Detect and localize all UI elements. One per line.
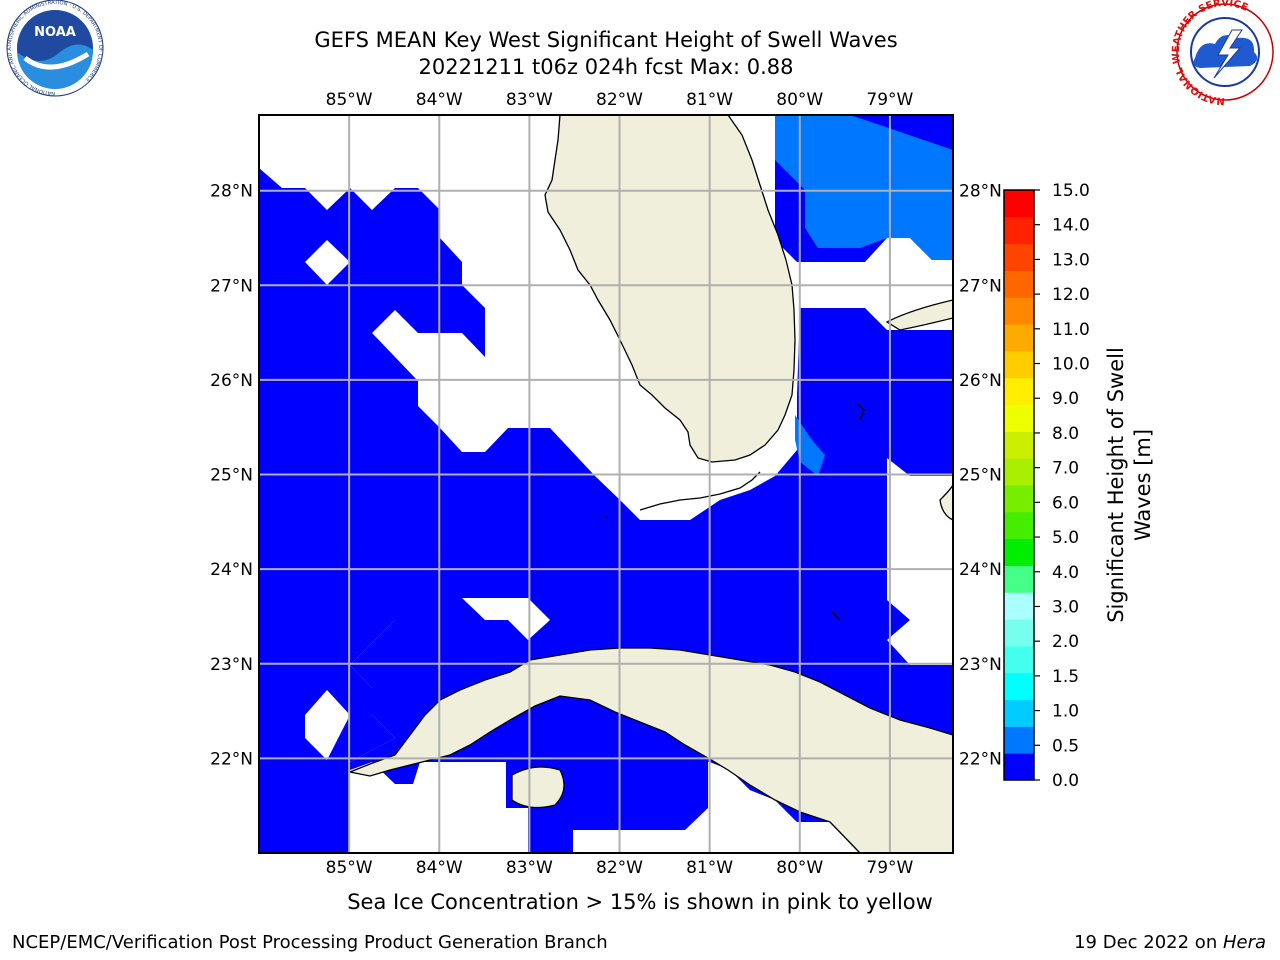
bahamas-land bbox=[885, 299, 953, 331]
lat-label-right: 24°N bbox=[959, 560, 1002, 580]
lat-label-left: 22°N bbox=[210, 749, 253, 769]
florida-land bbox=[544, 115, 796, 463]
lat-label-left: 26°N bbox=[210, 371, 253, 391]
colorbar-tick-label: 0.0 bbox=[1052, 771, 1079, 791]
lon-label-top: 85°W bbox=[326, 90, 373, 110]
colorbar-swatch bbox=[1004, 699, 1034, 727]
colorbar-tick-label: 4.0 bbox=[1052, 563, 1079, 583]
lon-label-bottom: 81°W bbox=[686, 858, 733, 878]
colorbar-tick-label: 1.5 bbox=[1052, 667, 1079, 687]
lat-label-left: 24°N bbox=[210, 560, 253, 580]
lon-label-bottom: 83°W bbox=[506, 858, 553, 878]
colorbar-tick-label: 13.0 bbox=[1052, 250, 1090, 270]
colorbar-label-line1: Significant Height of Swell bbox=[1104, 347, 1128, 623]
lat-label-right: 23°N bbox=[959, 655, 1002, 675]
colorbar-tick-label: 1.0 bbox=[1052, 702, 1079, 722]
colorbar-swatch bbox=[1004, 565, 1034, 593]
colorbar-label-line2: Waves [m] bbox=[1131, 429, 1155, 541]
lon-label-bottom: 84°W bbox=[416, 858, 463, 878]
lon-label-top: 83°W bbox=[506, 90, 553, 110]
colorbar-tick-label: 0.5 bbox=[1052, 736, 1079, 756]
colorbar-tick-label: 11.0 bbox=[1052, 320, 1090, 340]
lat-label-right: 28°N bbox=[959, 182, 1002, 202]
gridlines bbox=[259, 115, 953, 853]
colorbar-swatch bbox=[1004, 404, 1034, 432]
colorbar-swatch bbox=[1004, 485, 1034, 513]
lat-labels-right: 28°N 27°N 26°N 25°N 24°N 23°N 22°N bbox=[959, 182, 1002, 770]
colorbar-ticks: 15.0 14.0 13.0 12.0 11.0 10.0 9.0 8.0 7.0 6.0 5.0 4… bbox=[1034, 181, 1090, 791]
noaa-logo-text: NOAA bbox=[34, 25, 76, 40]
colorbar-tick-label: 3.0 bbox=[1052, 597, 1079, 617]
colorbar-swatch bbox=[1004, 619, 1034, 647]
map-area bbox=[259, 115, 953, 853]
lon-label-bottom: 79°W bbox=[866, 858, 913, 878]
lat-label-left: 28°N bbox=[210, 182, 253, 202]
colorbar-tick-label: 15.0 bbox=[1052, 181, 1090, 201]
lat-labels-left: 28°N 27°N 26°N 25°N 24°N 23°N 22°N bbox=[210, 182, 253, 770]
lon-label-bottom: 82°W bbox=[596, 858, 643, 878]
colorbar-tick-label: 9.0 bbox=[1052, 389, 1079, 409]
footer-date: 19 Dec 2022 on Hera bbox=[1074, 932, 1266, 953]
colorbar-swatch bbox=[1004, 431, 1034, 459]
colorbar-swatch bbox=[1004, 538, 1034, 566]
noaa-logo: NOAA NATIONAL OCEANIC AND ATMOSPHERIC AD… bbox=[6, 0, 104, 97]
colorbar-swatch bbox=[1004, 216, 1034, 245]
lat-label-left: 23°N bbox=[210, 655, 253, 675]
colorbar-swatch bbox=[1004, 511, 1034, 540]
isla-juventud bbox=[511, 766, 565, 809]
chart-title-line1: GEFS MEAN Key West Significant Height of… bbox=[314, 28, 898, 52]
lon-label-bottom: 80°W bbox=[776, 858, 823, 878]
colorbar-swatch bbox=[1004, 324, 1034, 352]
lon-label-bottom: 85°W bbox=[326, 858, 373, 878]
colorbar-tick-label: 5.0 bbox=[1052, 528, 1079, 548]
colorbar-swatch bbox=[1004, 726, 1034, 754]
lon-label-top: 82°W bbox=[596, 90, 643, 110]
colorbar-tick-label: 14.0 bbox=[1052, 216, 1090, 236]
colorbar-swatch bbox=[1004, 645, 1034, 674]
lon-label-top: 80°W bbox=[776, 90, 823, 110]
colorbar-swatch bbox=[1004, 243, 1034, 271]
colorbar-swatch bbox=[1004, 592, 1034, 620]
colorbar-swatch bbox=[1004, 377, 1034, 406]
cuba-land bbox=[347, 647, 953, 853]
lat-label-left: 27°N bbox=[210, 276, 253, 296]
lon-labels-top: 85°W 84°W 83°W 82°W 81°W 80°W 79°W bbox=[326, 90, 914, 110]
chart-title-line2: 20221211 t06z 024h fcst Max: 0.88 bbox=[418, 55, 794, 79]
colorbar-tick-label: 8.0 bbox=[1052, 424, 1079, 444]
colorbar-swatch bbox=[1004, 297, 1034, 325]
lon-labels-bottom: 85°W 84°W 83°W 82°W 81°W 80°W 79°W bbox=[326, 858, 914, 878]
caption: Sea Ice Concentration > 15% is shown in … bbox=[347, 890, 933, 914]
colorbar-swatch bbox=[1004, 270, 1034, 298]
colorbar-tick-label: 10.0 bbox=[1052, 355, 1090, 375]
colorbar-swatch bbox=[1004, 458, 1034, 486]
colorbar-frame bbox=[1003, 189, 1035, 781]
colorbar-tick-label: 12.0 bbox=[1052, 285, 1090, 305]
lat-label-right: 26°N bbox=[959, 371, 1002, 391]
footer-host: Hera bbox=[1222, 932, 1266, 953]
lat-label-right: 27°N bbox=[959, 276, 1002, 296]
colorbar-swatch bbox=[1004, 753, 1034, 781]
colorbar-swatch bbox=[1004, 190, 1034, 218]
colorbar bbox=[1003, 189, 1035, 781]
colorbar-swatch bbox=[1004, 672, 1034, 701]
lat-label-left: 25°N bbox=[210, 466, 253, 486]
lat-label-right: 22°N bbox=[959, 749, 1002, 769]
colorbar-tick-label: 6.0 bbox=[1052, 493, 1079, 513]
lon-label-top: 81°W bbox=[686, 90, 733, 110]
nws-logo: NATIONAL WEATHER SERVICE bbox=[1171, 0, 1274, 106]
colorbar-tick-label: 2.0 bbox=[1052, 632, 1079, 652]
map-frame bbox=[258, 114, 954, 854]
lon-label-top: 84°W bbox=[416, 90, 463, 110]
swell-field-light bbox=[775, 115, 953, 476]
lon-label-top: 79°W bbox=[866, 90, 913, 110]
colorbar-tick-label: 7.0 bbox=[1052, 459, 1079, 479]
footer-date-text: 19 Dec 2022 on bbox=[1074, 932, 1223, 953]
colorbar-swatch bbox=[1004, 350, 1034, 379]
lat-label-right: 25°N bbox=[959, 466, 1002, 486]
footer-branch: NCEP/EMC/Verification Post Processing Pr… bbox=[12, 932, 608, 953]
